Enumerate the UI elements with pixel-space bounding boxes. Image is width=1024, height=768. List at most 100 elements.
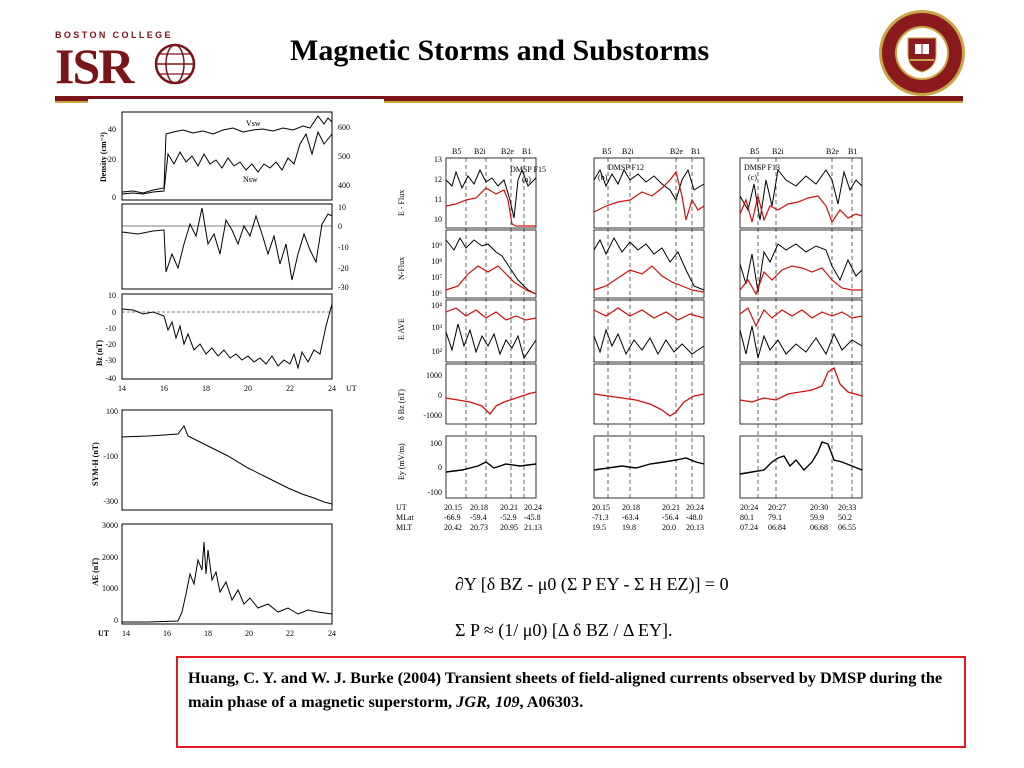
- region-label: B2i: [622, 147, 634, 156]
- mlat-value: -66.9: [444, 513, 461, 522]
- ut-xlabel: UT: [346, 384, 357, 393]
- row-header-mlat: MLat: [396, 513, 415, 522]
- eflux-tick: 12: [434, 175, 442, 184]
- slide-title: Magnetic Storms and Substorms: [290, 34, 710, 67]
- ut-value: 20.21: [500, 503, 518, 512]
- eflux-tick: 13: [434, 155, 442, 164]
- row-header-ut: UT: [396, 503, 407, 512]
- ut-tick: 22: [286, 384, 294, 393]
- mlt-value: 20.73: [470, 523, 488, 532]
- mlat-value: 50.2: [838, 513, 852, 522]
- ey-black: [739, 441, 863, 475]
- ut-value: 20.18: [622, 503, 640, 512]
- eave-red: [445, 307, 537, 321]
- bz-tick: -40: [105, 374, 116, 383]
- ey-black: [593, 457, 705, 471]
- nflux-black: [739, 243, 863, 293]
- eave-tick: 10²: [432, 347, 443, 356]
- imf-tick: -10: [338, 243, 349, 252]
- mlt-value: 21.13: [524, 523, 542, 532]
- ae-ut-tick: 18: [204, 629, 212, 638]
- header-rule: [55, 96, 963, 101]
- ae-xlabel: UT: [98, 629, 110, 638]
- symh-tick: -300: [103, 497, 118, 506]
- dbz-red: [739, 367, 863, 403]
- ut-value: 20.24: [524, 503, 542, 512]
- imf-trace: [121, 207, 333, 281]
- mlat-value: -59.4: [470, 513, 487, 522]
- ae-tick: 0: [114, 616, 118, 625]
- nflux-red: [593, 265, 705, 293]
- velocity-tick: 500: [338, 152, 350, 161]
- ey-tick: 100: [430, 439, 442, 448]
- mlat-value: -45.8: [524, 513, 541, 522]
- nflux-tick: 10⁸: [431, 257, 442, 266]
- mlat-value: -71.3: [592, 513, 609, 522]
- eave-red: [593, 307, 705, 321]
- eflux-tick: 10: [434, 215, 442, 224]
- symh-tick: 100: [106, 407, 118, 416]
- eave-black: [445, 323, 537, 360]
- mlt-value: 06.84: [768, 523, 786, 532]
- dbz-tick: 1000: [426, 371, 442, 380]
- mlt-value: 20.95: [500, 523, 518, 532]
- eave-tick: 10⁴: [431, 301, 442, 310]
- ut-value: 20:33: [838, 503, 856, 512]
- mlat-value: -52.9: [500, 513, 517, 522]
- ae-ut-tick: 16: [163, 629, 171, 638]
- ae-tick: 2000: [102, 553, 118, 562]
- boston-college-seal-icon: [879, 10, 965, 96]
- eave-black: [739, 325, 863, 359]
- nflux-red: [445, 265, 537, 295]
- region-label: B2i: [474, 147, 486, 156]
- ut-tick: 18: [202, 384, 210, 393]
- satellite-label: DMSP F12: [608, 163, 644, 172]
- header-rule-accent: [55, 101, 963, 103]
- nflux-tick: 10⁷: [431, 273, 442, 282]
- bz-tick: -20: [105, 340, 116, 349]
- ae-ut-tick: 20: [245, 629, 253, 638]
- mlt-value: 19.8: [622, 523, 636, 532]
- bz-tick: 0: [112, 308, 116, 317]
- equation-current-continuity: ∂Y [δ BZ - μ0 (Σ P EY - Σ H EZ)] = 0: [455, 574, 729, 594]
- density-tick: 0: [112, 193, 116, 202]
- mlt-value: 20.42: [444, 523, 462, 532]
- ut-value: 20.21: [662, 503, 680, 512]
- bz-panel: 10 0 -10 -20 -30 -40 Bz (nT) 14 16 18 20…: [95, 291, 357, 393]
- ut-tick: 20: [244, 384, 252, 393]
- bz-tick: -30: [105, 356, 116, 365]
- mlt-value: 07.24: [740, 523, 758, 532]
- citation-journal: JGR, 109: [456, 692, 520, 711]
- ut-value: 20.18: [470, 503, 488, 512]
- nsw-label: Nsw: [243, 175, 258, 184]
- ut-value: 20.15: [444, 503, 462, 512]
- eflux-tick: 11: [434, 195, 442, 204]
- mlt-value: 19.5: [592, 523, 606, 532]
- dbz-tick: 0: [438, 391, 442, 400]
- eflux-red: [445, 187, 536, 227]
- mlat-value: -63.4: [622, 513, 639, 522]
- eflux-red: [739, 195, 863, 224]
- row-label: E AVE: [397, 318, 406, 340]
- ut-value: 20:27: [768, 503, 786, 512]
- eave-red: [739, 307, 863, 328]
- logo-college-text: BOSTON COLLEGE: [55, 30, 173, 40]
- dbz-red: [593, 393, 705, 417]
- row-label: δ Bz (nT): [397, 389, 406, 420]
- region-label: B5: [750, 147, 759, 156]
- symh-tick: -100: [103, 452, 118, 461]
- density-panel: 40 20 0 600 500 400 Density (cm⁻³) Vsw N…: [99, 111, 350, 202]
- symh-ylabel: SYM-H (nT): [91, 442, 100, 486]
- ae-tick: 3000: [102, 521, 118, 530]
- ut-value: 20.24: [686, 503, 704, 512]
- ey-tick: 0: [438, 463, 442, 472]
- citation-box: Huang, C. Y. and W. J. Burke (2004) Tran…: [176, 656, 966, 748]
- header-rule-gap: [88, 99, 384, 106]
- imf-tick: -30: [338, 283, 349, 292]
- region-label: B2e: [501, 147, 514, 156]
- ae-ut-tick: 22: [286, 629, 294, 638]
- panel-label: (a): [522, 175, 531, 184]
- bz-tick: -10: [105, 324, 116, 333]
- region-label: B2e: [826, 147, 839, 156]
- imf-tick: -20: [338, 264, 349, 273]
